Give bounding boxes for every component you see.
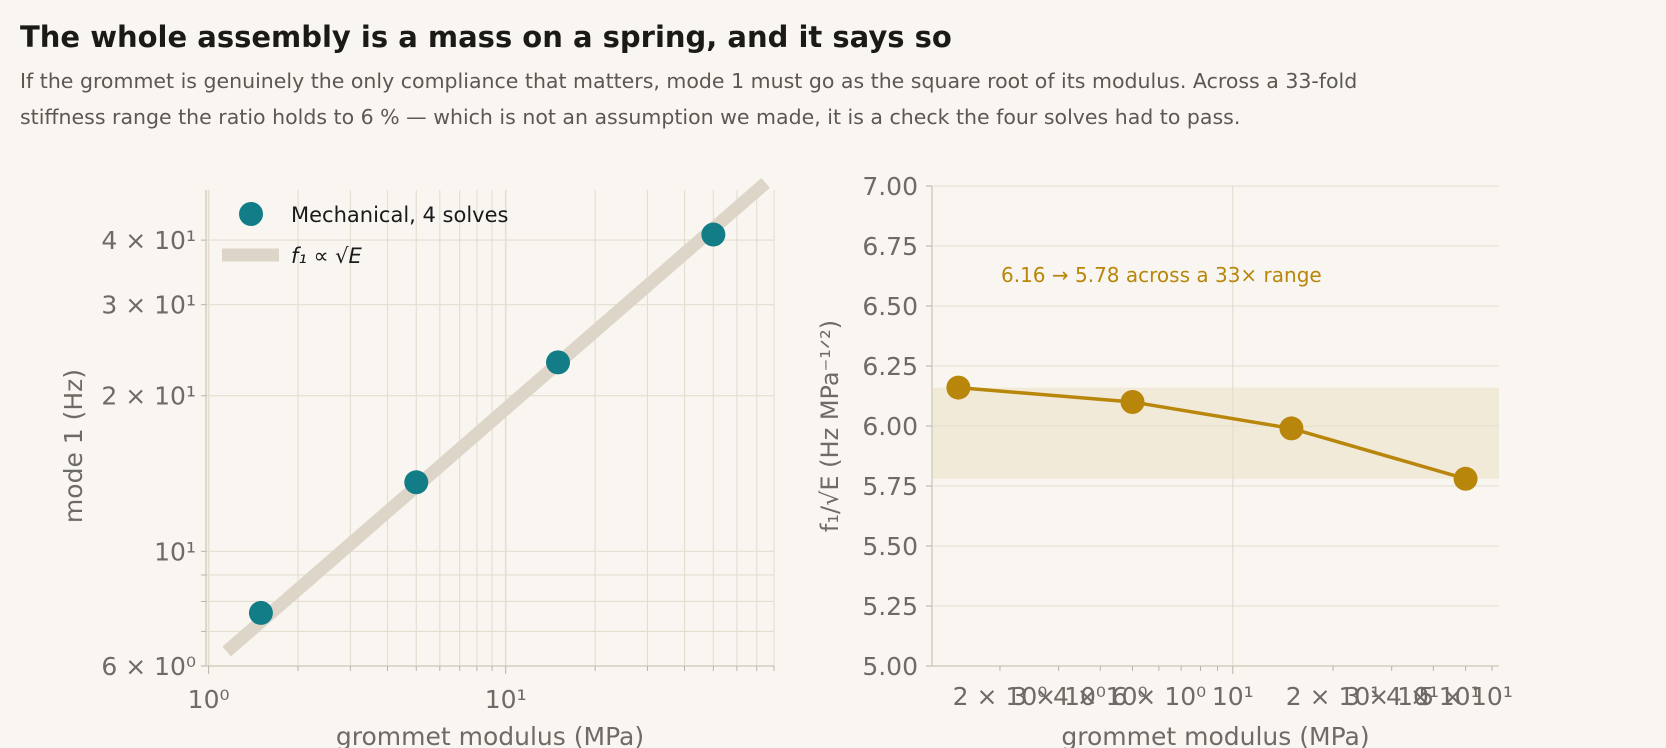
ratio-point (1279, 416, 1304, 441)
left-y-tick-label: 3 × 10¹ (101, 291, 196, 320)
fit-line-sqrt-e (222, 178, 770, 657)
right-y-tick-label: 5.00 (862, 652, 918, 681)
right-y-tick-label: 6.00 (862, 412, 918, 441)
ratio-line (958, 385, 1467, 481)
ratio-annotation: 6.16 → 5.78 across a 33× range (1001, 263, 1322, 287)
left-x-tick-label: 10⁰ (188, 685, 230, 714)
left-x-tick-label: 10¹ (485, 685, 527, 714)
right-x-tick-label: 2 × 10⁰ (953, 682, 1048, 711)
right-chart: 5.00 5.25 5.50 5.75 6.00 6.25 6.50 6.75 7.00 2 × … (816, 172, 1513, 748)
left-chart: 6 × 10⁰ 10¹ 2 × 10¹ 3 × 10¹ 4 × 10¹ 10⁰ 10¹ gro… (59, 178, 775, 748)
right-x-tick-label: 10¹ (1212, 682, 1254, 711)
left-x-axis-label: grommet modulus (MPa) (336, 722, 644, 748)
legend-marker-points (239, 202, 263, 226)
mode1-point (404, 470, 429, 495)
right-y-tick-label: 6.75 (862, 232, 918, 261)
right-x-axis-label: grommet modulus (MPa) (1061, 722, 1369, 748)
left-y-tick-label: 2 × 10¹ (101, 382, 196, 411)
right-x-tick-label: 5 × 10¹ (1418, 682, 1513, 711)
left-y-tick-label: 10¹ (154, 537, 196, 566)
page-subtitle: If the grommet is genuinely the only com… (20, 69, 1358, 129)
mode1-point (546, 350, 571, 375)
ratio-point (946, 375, 971, 400)
right-y-tick-label: 7.00 (862, 172, 918, 201)
legend-label-fit: f₁ ∝ √E (291, 244, 363, 268)
ratio-band (932, 387, 1499, 479)
right-x-tick-label: 3 × 10⁰ (1011, 682, 1106, 711)
right-x-tick-label: 2 × 10¹ (1286, 682, 1381, 711)
right-y-tick-label: 5.50 (862, 532, 918, 561)
right-x-tick-label: 6 × 10⁰ (1112, 682, 1207, 711)
right-y-tick-label: 5.25 (862, 592, 918, 621)
right-x-tick-label: 4 × 10⁰ (1053, 682, 1148, 711)
left-y-tick-label: 4 × 10¹ (101, 226, 196, 255)
mode1-point (701, 222, 726, 247)
left-y-axis-label: mode 1 (Hz) (59, 369, 88, 523)
right-y-tick-label: 5.75 (862, 472, 918, 501)
right-y-tick-label: 6.25 (862, 352, 918, 381)
ratio-point (1453, 466, 1478, 491)
right-y-tick-label: 6.50 (862, 292, 918, 321)
ratio-point (1120, 390, 1145, 414)
left-y-tick-label: 6 × 10⁰ (101, 652, 196, 681)
right-y-axis-label: f₁/√E (Hz MPa⁻¹ᐟ²) (816, 320, 844, 532)
right-x-tick-label: 3 × 10¹ (1344, 682, 1439, 711)
right-x-tick-label: 4 × 10¹ (1386, 682, 1481, 711)
page-title: The whole assembly is a mass on a spring… (20, 20, 952, 54)
legend-label-points: Mechanical, 4 solves (291, 203, 508, 227)
mode1-point (248, 600, 273, 625)
